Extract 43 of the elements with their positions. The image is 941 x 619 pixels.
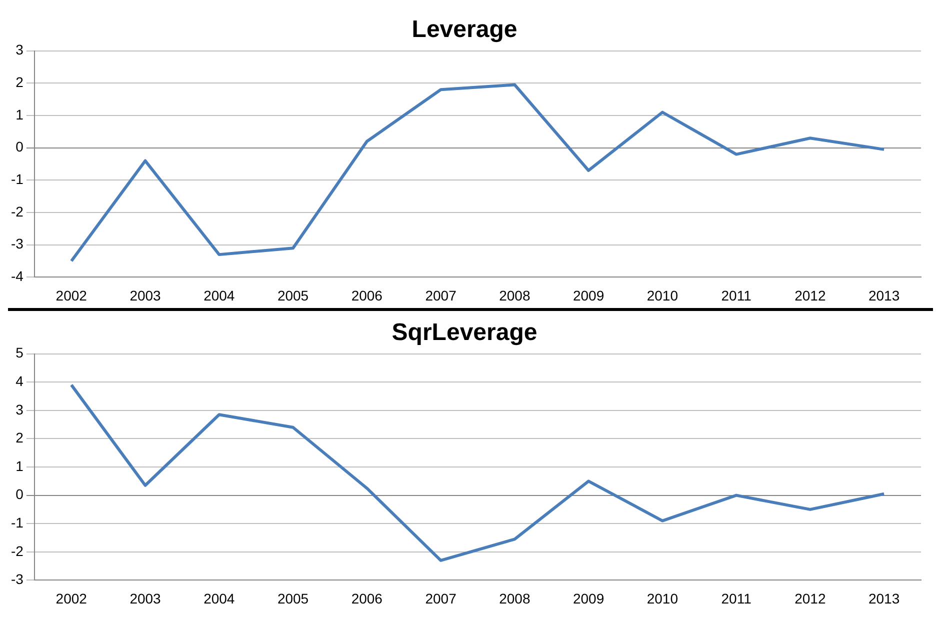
x-tick-label: 2008 bbox=[499, 287, 530, 304]
x-tick-label: 2003 bbox=[130, 287, 162, 304]
x-tick-label: 2010 bbox=[646, 287, 678, 304]
chart-title: Leverage bbox=[412, 16, 518, 44]
x-tick-label: 2006 bbox=[351, 590, 383, 606]
y-tick-label: -2 bbox=[10, 542, 24, 559]
x-tick-label: 2011 bbox=[721, 590, 752, 606]
x-tick-label: 2010 bbox=[646, 590, 678, 606]
y-tick-label: -1 bbox=[10, 171, 24, 188]
x-tick-label: 2005 bbox=[277, 590, 309, 606]
x-tick-label: 2008 bbox=[499, 590, 530, 606]
y-tick-label: -2 bbox=[10, 203, 24, 220]
y-tick-label: 3 bbox=[16, 401, 24, 418]
y-tick-label: 1 bbox=[16, 458, 24, 474]
y-tick-label: 2 bbox=[16, 74, 24, 90]
chart-title: SqrLeverage bbox=[392, 319, 538, 346]
y-tick-label: 0 bbox=[16, 486, 24, 502]
x-tick-label: 2009 bbox=[572, 287, 604, 304]
x-tick-label: 2011 bbox=[721, 287, 752, 304]
y-tick-label: 3 bbox=[16, 42, 24, 58]
x-tick-label: 2006 bbox=[351, 287, 383, 304]
x-tick-label: 2007 bbox=[425, 590, 457, 606]
x-tick-label: 2012 bbox=[794, 590, 826, 606]
x-tick-label: 2009 bbox=[572, 590, 604, 606]
y-tick-label: 0 bbox=[16, 138, 24, 155]
x-tick-label: 2013 bbox=[868, 287, 900, 304]
x-tick-label: 2002 bbox=[56, 287, 88, 304]
x-tick-label: 2004 bbox=[204, 590, 235, 606]
x-tick-label: 2012 bbox=[794, 287, 826, 304]
x-tick-label: 2003 bbox=[130, 590, 162, 606]
y-tick-label: -4 bbox=[10, 268, 24, 284]
y-tick-label: -3 bbox=[10, 571, 24, 588]
y-tick-label: -1 bbox=[10, 514, 24, 530]
y-tick-label: -3 bbox=[10, 236, 24, 252]
y-tick-label: 1 bbox=[16, 106, 24, 122]
y-tick-label: 5 bbox=[16, 344, 24, 361]
x-tick-label: 2007 bbox=[425, 287, 457, 304]
y-tick-label: 2 bbox=[16, 430, 24, 446]
x-tick-label: 2005 bbox=[277, 287, 309, 304]
x-tick-label: 2013 bbox=[868, 590, 900, 606]
x-tick-label: 2002 bbox=[56, 590, 88, 606]
x-tick-label: 2004 bbox=[204, 287, 235, 304]
y-tick-label: 4 bbox=[16, 372, 24, 389]
